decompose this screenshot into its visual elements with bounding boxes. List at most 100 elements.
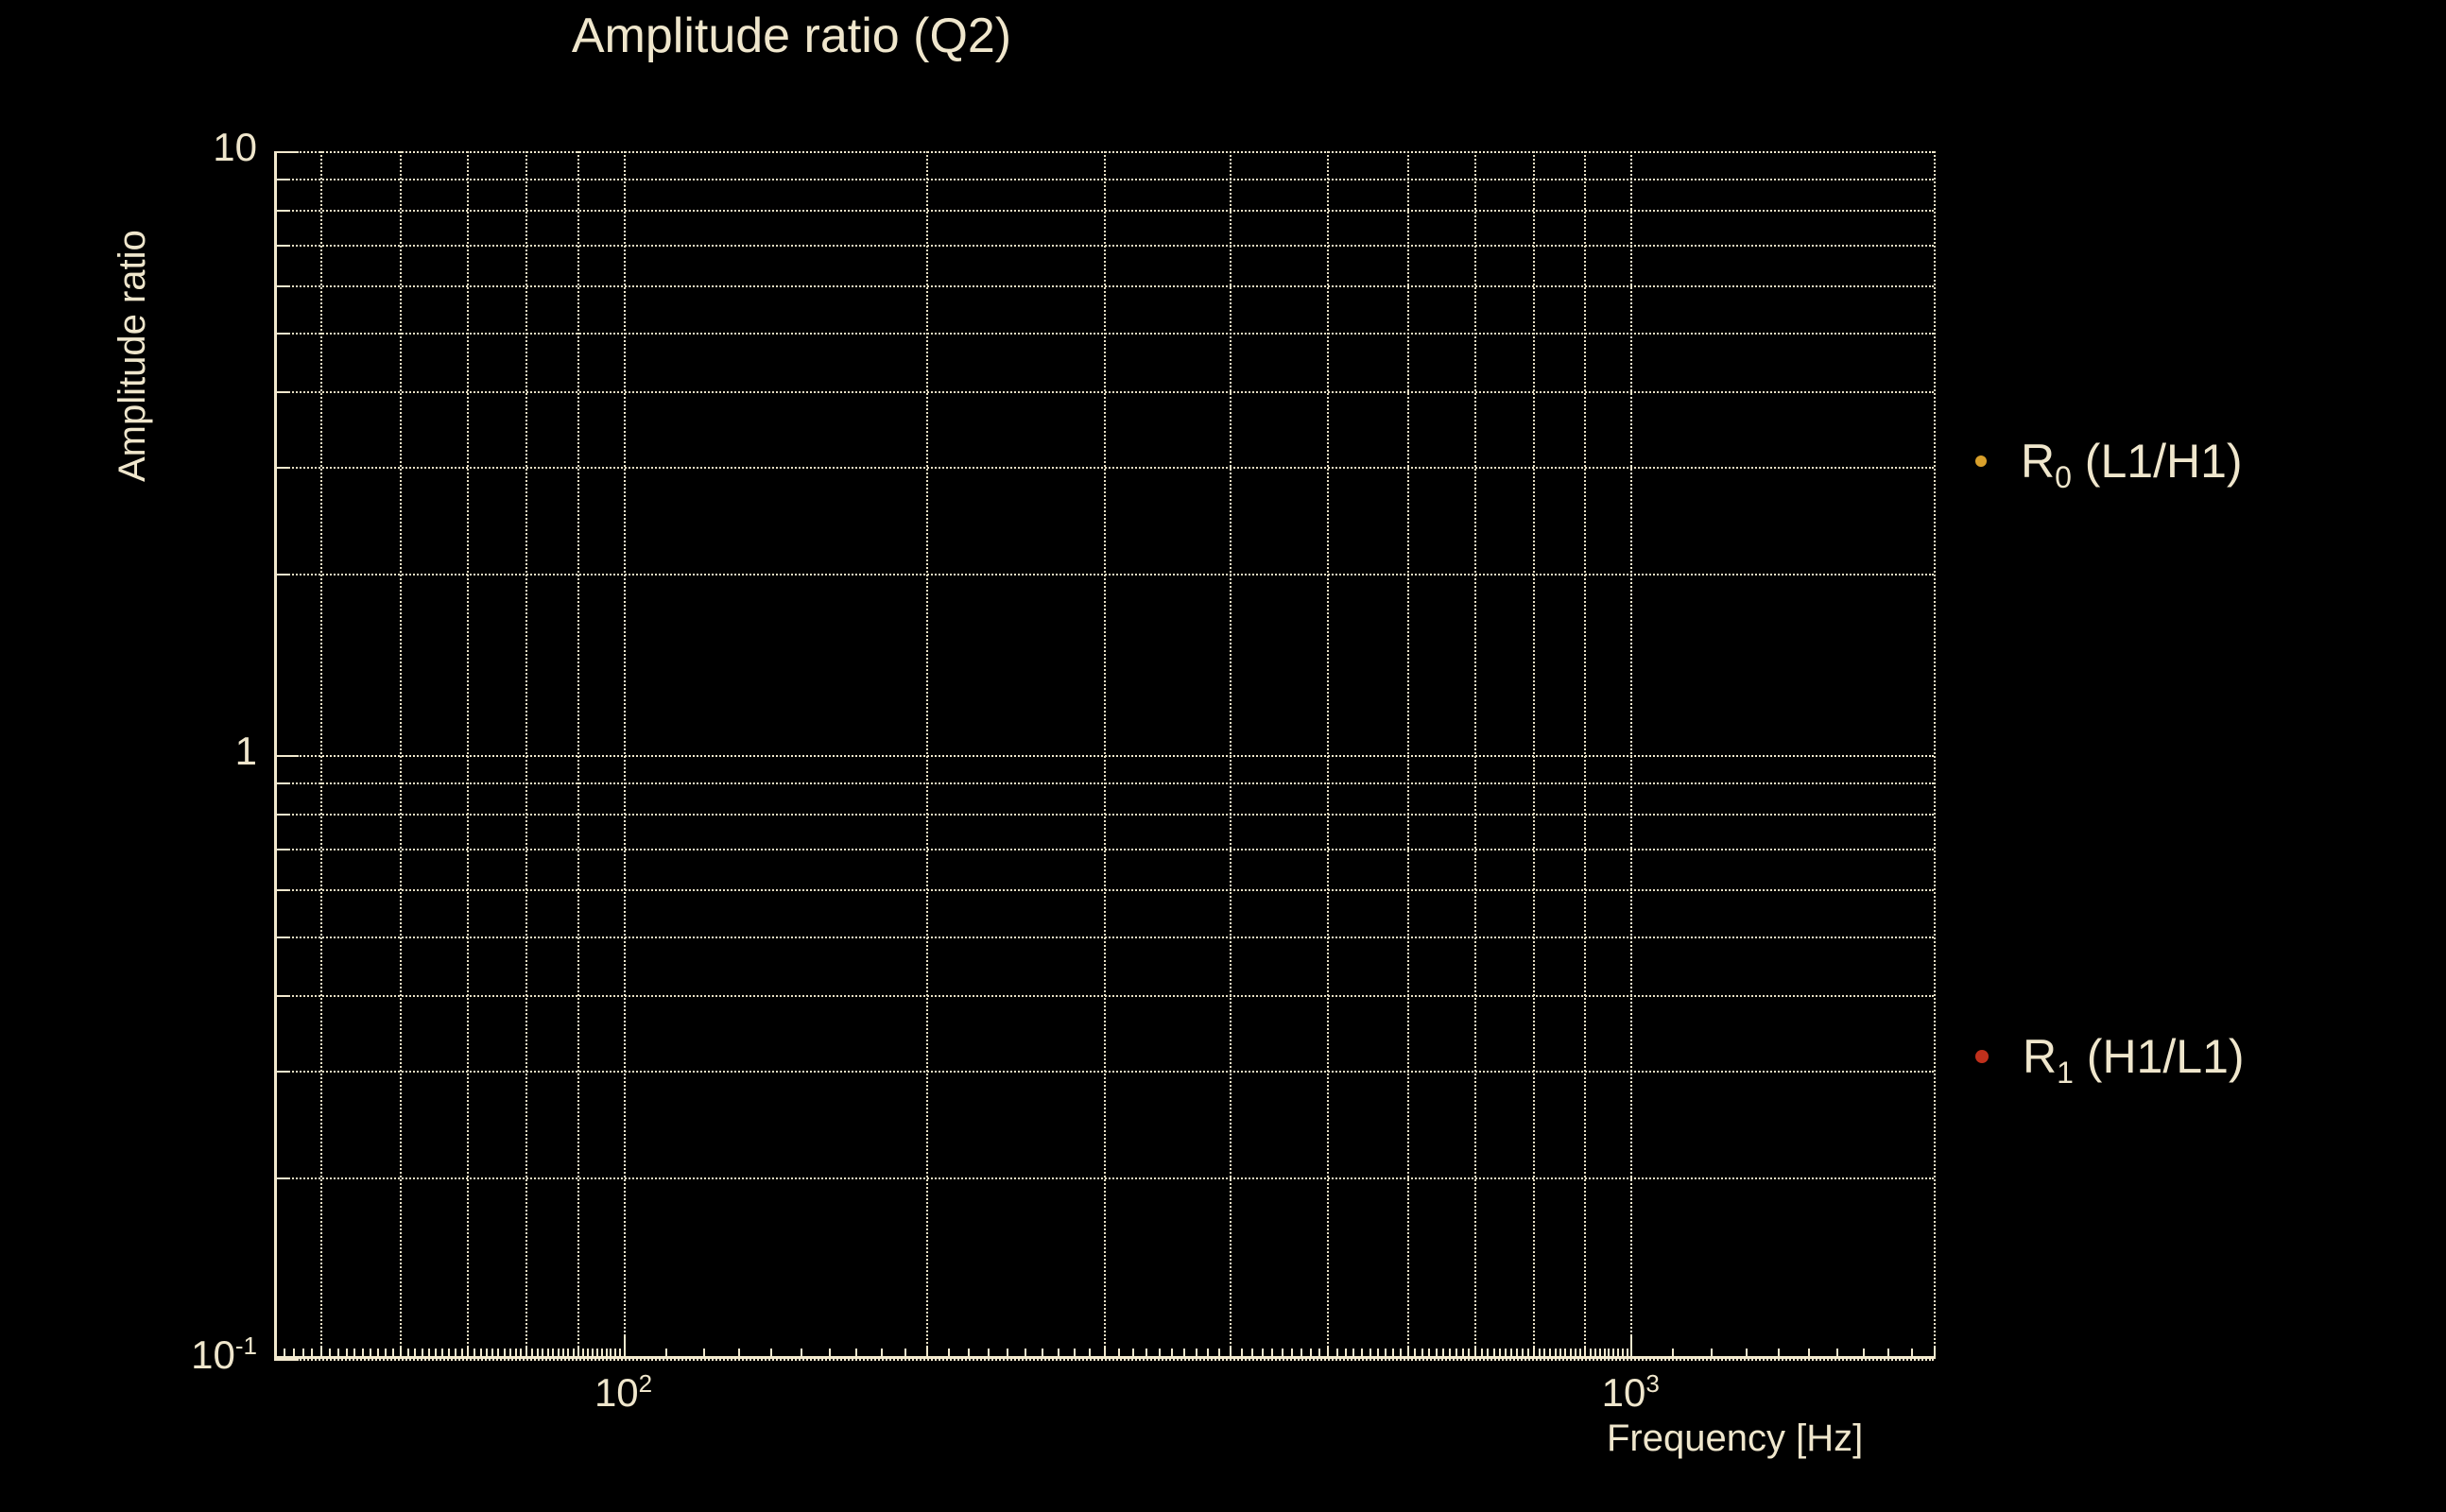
x-axis-subtick	[1532, 1349, 1535, 1359]
x-axis-subtick	[1131, 1349, 1134, 1359]
x-axis-subtick	[1309, 1349, 1312, 1359]
x-axis-subtick	[1505, 1349, 1507, 1359]
x-axis-subtick	[737, 1349, 740, 1359]
legend-marker-dot-icon	[1975, 455, 1987, 467]
x-axis-subtick	[552, 1349, 555, 1359]
gridline-vertical	[467, 151, 470, 1359]
y-axis-tick	[274, 1359, 299, 1361]
x-axis-subtick	[428, 1349, 430, 1359]
x-axis-subtick	[581, 1349, 584, 1359]
x-axis-subtick	[1171, 1349, 1174, 1359]
page-title: Amplitude ratio (Q2)	[571, 9, 1012, 63]
y-axis-tick	[274, 813, 288, 816]
x-axis-subtick	[1271, 1349, 1274, 1359]
x-axis-subtick	[328, 1349, 331, 1359]
x-tick-label: 102	[594, 1369, 653, 1415]
gridline-vertical	[400, 151, 403, 1359]
x-axis-subtick	[520, 1349, 523, 1359]
x-axis-subtick	[474, 1349, 476, 1359]
x-axis-subtick	[1158, 1349, 1161, 1359]
x-axis-subtick	[525, 1349, 528, 1359]
y-axis-tick	[274, 333, 288, 335]
gridline-vertical	[1934, 151, 1936, 1359]
x-axis-subtick	[1183, 1349, 1186, 1359]
x-axis-subtick	[1626, 1349, 1628, 1359]
x-axis-subtick	[618, 1349, 621, 1359]
x-axis-subtick	[1461, 1349, 1464, 1359]
x-axis-subtick	[1207, 1349, 1210, 1359]
x-axis-subtick	[385, 1349, 388, 1359]
x-axis-subtick	[1104, 1349, 1106, 1359]
plot-area	[274, 151, 1936, 1361]
x-axis-subtick	[572, 1349, 575, 1359]
x-axis-subtick	[1218, 1349, 1221, 1359]
gridline-horizontal	[274, 1359, 1934, 1361]
x-axis-subtick	[1361, 1349, 1364, 1359]
y-axis-tick	[274, 848, 288, 850]
x-axis-subtick	[536, 1349, 539, 1359]
x-axis-subtick	[1230, 1349, 1232, 1359]
y-axis-tick	[274, 995, 288, 998]
x-axis-subtick	[595, 1349, 598, 1359]
x-axis-tick	[1630, 1334, 1633, 1359]
x-axis-subtick	[361, 1349, 364, 1359]
y-axis-tick	[274, 755, 299, 757]
x-axis-subtick	[968, 1349, 971, 1359]
x-axis-subtick	[880, 1349, 883, 1359]
x-axis-subtick	[1448, 1349, 1451, 1359]
x-axis-subtick	[1074, 1349, 1077, 1359]
y-axis-tick	[274, 151, 299, 153]
x-axis-subtick	[1598, 1349, 1601, 1359]
x-axis-subtick	[1538, 1349, 1541, 1359]
x-axis-subtick	[1887, 1349, 1890, 1359]
x-axis-subtick	[1612, 1349, 1615, 1359]
x-axis-subtick	[801, 1349, 803, 1359]
x-axis-subtick	[1376, 1349, 1379, 1359]
gridline-vertical	[319, 151, 322, 1359]
x-axis-subtick	[1118, 1349, 1121, 1359]
x-axis-subtick	[904, 1349, 906, 1359]
x-axis-subtick	[1041, 1349, 1043, 1359]
x-axis-subtick	[1498, 1349, 1501, 1359]
x-axis-title: Frequency [Hz]	[1607, 1418, 1864, 1459]
chart-legend: R0 (L1/H1) R1 (H1/L1)	[1975, 151, 2446, 1359]
x-axis-subtick	[1318, 1349, 1321, 1359]
x-axis-subtick	[988, 1349, 990, 1359]
x-axis-subtick	[435, 1349, 438, 1359]
x-axis-subtick	[1406, 1349, 1409, 1359]
x-axis-subtick	[1543, 1349, 1546, 1359]
x-axis-subtick	[377, 1349, 380, 1359]
legend-label: R0 (L1/H1)	[2021, 435, 2243, 494]
y-axis-tick	[274, 391, 288, 394]
x-axis-subtick	[926, 1349, 929, 1359]
y-axis-tick	[274, 284, 288, 287]
x-axis-subtick	[1006, 1349, 1008, 1359]
x-axis-subtick	[855, 1349, 858, 1359]
x-axis-subtick	[1327, 1349, 1330, 1359]
x-axis-subtick	[1487, 1349, 1490, 1359]
gridline-vertical	[1474, 151, 1477, 1359]
x-axis-subtick	[514, 1349, 517, 1359]
x-axis-subtick	[1428, 1349, 1431, 1359]
legend-entry[interactable]: R0 (L1/H1)	[1975, 435, 2243, 494]
legend-entry[interactable]: R1 (H1/L1)	[1975, 1030, 2245, 1090]
x-axis-subtick	[1455, 1349, 1457, 1359]
x-axis-tick	[1934, 1347, 1936, 1359]
gridline-vertical	[1532, 151, 1535, 1359]
x-axis-subtick	[600, 1349, 603, 1359]
x-axis-subtick	[336, 1349, 339, 1359]
legend-label: R1 (H1/L1)	[2023, 1030, 2245, 1090]
x-axis-subtick	[1392, 1349, 1395, 1359]
x-axis-subtick	[455, 1349, 457, 1359]
x-axis-subtick	[947, 1349, 950, 1359]
gridline-vertical	[1584, 151, 1587, 1359]
x-axis-subtick	[460, 1349, 463, 1359]
x-axis-subtick	[1835, 1349, 1838, 1359]
x-axis-subtick	[1196, 1349, 1198, 1359]
x-axis-subtick	[1300, 1349, 1302, 1359]
x-axis-subtick	[1608, 1349, 1611, 1359]
x-axis-subtick	[1745, 1349, 1748, 1359]
x-axis-subtick	[770, 1349, 773, 1359]
y-axis-tick	[274, 888, 288, 891]
x-axis-subtick	[614, 1349, 617, 1359]
